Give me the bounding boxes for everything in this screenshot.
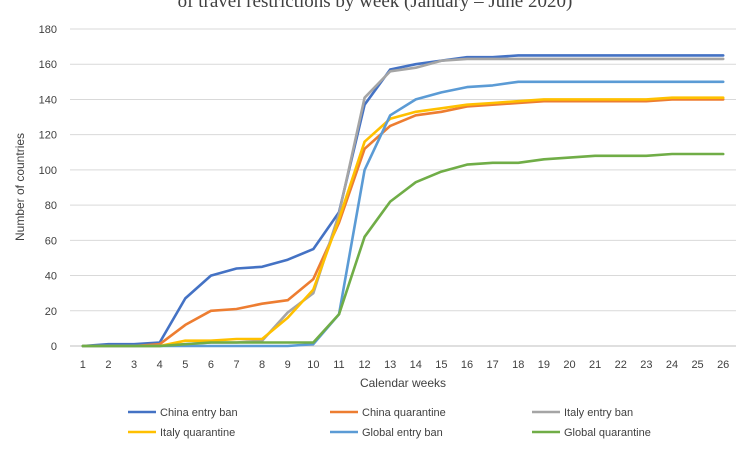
x-tick-label: 14 (410, 359, 422, 371)
legend-item: China quarantine (330, 407, 446, 419)
x-tick-label: 10 (307, 359, 319, 371)
x-tick-label: 22 (615, 359, 627, 371)
series-line-global-quarantine (81, 152, 725, 348)
y-tick-label: 140 (39, 94, 57, 106)
y-tick-label: 160 (39, 59, 57, 71)
x-tick-label: 19 (538, 359, 550, 371)
y-tick-label: 180 (39, 24, 57, 36)
y-tick-label: 40 (45, 271, 57, 283)
y-tick-label: 0 (51, 341, 57, 353)
chart-title: of travel restrictions by week (January … (178, 0, 573, 12)
legend-item: Italy quarantine (128, 427, 235, 439)
x-tick-label: 21 (589, 359, 601, 371)
x-tick-label: 12 (358, 359, 370, 371)
y-axis-ticks: 0 20 40 60 80 100 120 140 160 180 (39, 24, 57, 353)
y-tick-label: 100 (39, 165, 57, 177)
legend: China entry ban China quarantine Italy ent… (128, 407, 651, 439)
x-tick-label: 17 (487, 359, 499, 371)
x-tick-label: 4 (157, 359, 163, 371)
legend-item: Italy entry ban (532, 407, 633, 419)
series-line-china-quarantine (81, 98, 725, 348)
y-tick-label: 120 (39, 130, 57, 142)
x-tick-label: 18 (512, 359, 524, 371)
x-tick-label: 15 (435, 359, 447, 371)
x-tick-label: 25 (691, 359, 703, 371)
legend-item: China entry ban (128, 407, 238, 419)
legend-label: Global quarantine (564, 427, 651, 439)
x-tick-label: 3 (131, 359, 137, 371)
series-line-global-entry-ban (81, 80, 725, 348)
x-tick-label: 24 (666, 359, 678, 371)
legend-label: China entry ban (160, 407, 238, 419)
gridlines (70, 28, 736, 312)
series-lines (81, 54, 725, 348)
legend-label: China quarantine (362, 407, 446, 419)
x-tick-label: 7 (233, 359, 239, 371)
x-axis-label: Calendar weeks (360, 376, 446, 390)
legend-label: Italy entry ban (564, 407, 633, 419)
x-tick-label: 5 (182, 359, 188, 371)
y-tick-label: 20 (45, 306, 57, 318)
x-tick-label: 9 (285, 359, 291, 371)
x-tick-label: 6 (208, 359, 214, 371)
x-tick-label: 1 (80, 359, 86, 371)
x-tick-label: 20 (563, 359, 575, 371)
x-tick-label: 26 (717, 359, 729, 371)
x-tick-label: 16 (461, 359, 473, 371)
series-line-italy-quarantine (81, 96, 725, 348)
x-axis-ticks: 1 2 3 4 5 6 7 8 9 10 11 12 13 14 15 16 17 18 19 20 21 22 23 24 2… (80, 359, 730, 371)
legend-label: Italy quarantine (160, 427, 235, 439)
x-tick-label: 13 (384, 359, 396, 371)
y-axis-label: Number of countries (13, 133, 27, 241)
series-line-china-entry-ban (81, 54, 725, 348)
legend-label: Global entry ban (362, 427, 443, 439)
x-tick-label: 11 (333, 359, 344, 371)
legend-item: Global quarantine (532, 427, 651, 439)
x-tick-label: 2 (105, 359, 111, 371)
x-tick-label: 23 (640, 359, 652, 371)
legend-item: Global entry ban (330, 427, 443, 439)
y-tick-label: 80 (45, 200, 57, 212)
x-tick-label: 8 (259, 359, 265, 371)
y-tick-label: 60 (45, 235, 57, 247)
